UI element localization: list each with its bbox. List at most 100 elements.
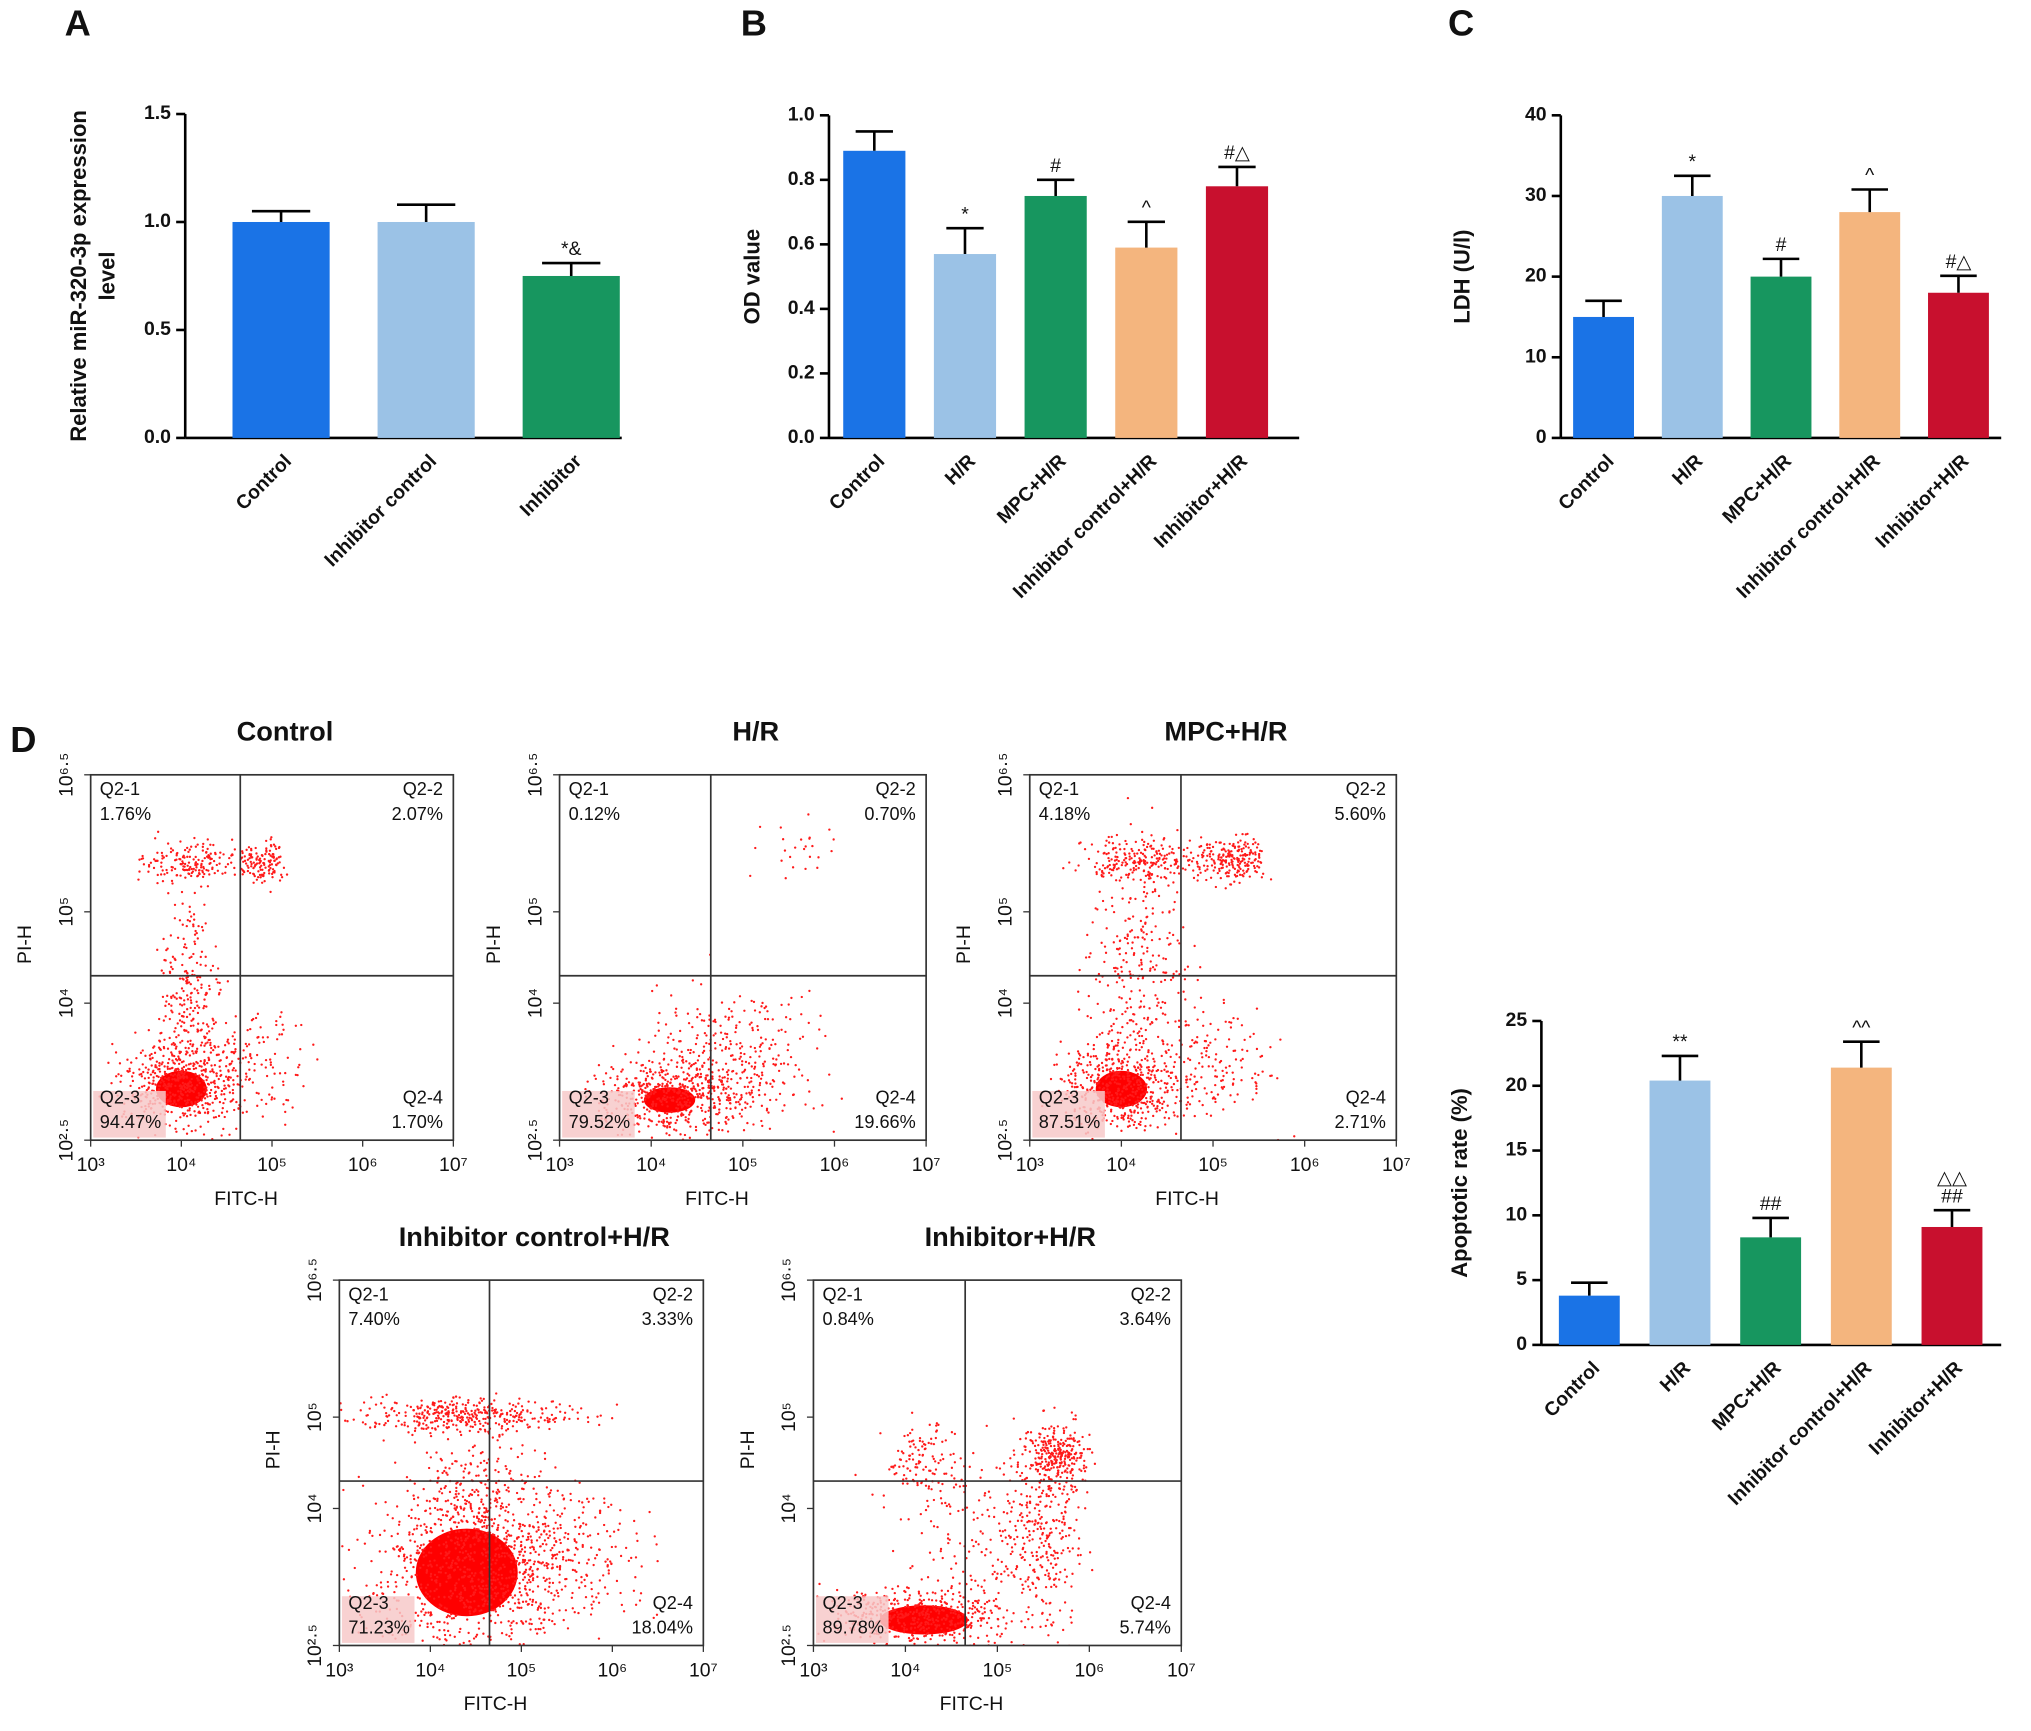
event-dot xyxy=(696,1059,700,1062)
event-dot xyxy=(195,1077,199,1080)
event-dot xyxy=(179,1116,182,1119)
event-dot xyxy=(689,1051,692,1055)
event-dot xyxy=(630,1556,633,1560)
event-dot xyxy=(1136,1103,1140,1106)
event-dot xyxy=(435,1588,438,1591)
event-dot xyxy=(725,1036,728,1039)
event-dot xyxy=(455,1415,459,1418)
event-dot xyxy=(435,1419,439,1422)
event-dot xyxy=(1209,876,1213,879)
event-dot xyxy=(1255,1091,1258,1095)
event-dot xyxy=(1118,1075,1121,1078)
event-dot xyxy=(1146,1016,1150,1019)
event-dot xyxy=(192,1017,195,1020)
event-dot xyxy=(552,1509,556,1512)
event-dot xyxy=(504,1598,508,1601)
event-dot xyxy=(575,1579,578,1582)
event-dot xyxy=(694,1061,697,1065)
event-dot xyxy=(216,1053,219,1056)
event-dot xyxy=(547,1606,550,1609)
event-dot xyxy=(198,1074,201,1077)
event-dot xyxy=(179,1003,182,1006)
event-dot xyxy=(1178,942,1181,945)
event-dot xyxy=(156,873,159,877)
event-dot xyxy=(1169,978,1173,982)
event-dot xyxy=(521,1523,525,1527)
event-dot xyxy=(160,1031,163,1035)
event-dot xyxy=(189,996,192,999)
event-dot xyxy=(1134,897,1137,901)
event-dot xyxy=(1138,1030,1141,1033)
event-dot xyxy=(1120,1129,1123,1133)
event-dot xyxy=(807,813,810,816)
event-dot xyxy=(1133,1111,1136,1114)
event-dot xyxy=(430,1578,434,1581)
event-dot xyxy=(265,847,268,850)
event-dot xyxy=(1261,872,1265,875)
event-dot xyxy=(706,1133,709,1136)
event-dot xyxy=(169,1103,173,1106)
event-dot xyxy=(192,1067,196,1071)
event-dot xyxy=(518,1587,521,1590)
event-dot xyxy=(1139,1080,1142,1084)
event-dot xyxy=(244,1072,248,1075)
event-dot xyxy=(641,1089,644,1092)
event-dot xyxy=(1146,1055,1149,1058)
event-dot xyxy=(738,1112,742,1115)
event-dot xyxy=(1160,864,1163,867)
event-dot xyxy=(429,1575,432,1578)
event-dot xyxy=(218,1065,221,1068)
event-dot xyxy=(426,1625,429,1629)
event-dot xyxy=(1140,963,1143,966)
y-tick-label: 10²·⁵ xyxy=(524,1119,546,1162)
event-dot xyxy=(462,1601,466,1605)
event-dot xyxy=(1198,1062,1201,1065)
event-dot xyxy=(1239,867,1242,871)
event-dot xyxy=(413,1420,416,1423)
event-dot xyxy=(1139,1073,1142,1077)
event-dot xyxy=(726,1080,729,1083)
event-dot xyxy=(1120,876,1123,879)
event-dot xyxy=(1055,1053,1058,1056)
event-dot xyxy=(540,1407,543,1410)
event-dot xyxy=(180,890,184,894)
event-dot xyxy=(1140,967,1143,971)
event-dot xyxy=(491,1650,493,1652)
event-dot xyxy=(562,1618,565,1622)
event-dot xyxy=(161,869,164,872)
event-dot xyxy=(1098,890,1101,893)
event-dot xyxy=(189,1081,193,1084)
event-dot xyxy=(662,1124,665,1127)
event-dot xyxy=(1111,1069,1115,1073)
event-dot xyxy=(1161,1012,1165,1015)
event-dot xyxy=(1214,1038,1217,1041)
event-dot xyxy=(502,1587,505,1590)
event-dot xyxy=(590,1587,593,1591)
event-dot xyxy=(531,1579,535,1582)
event-dot xyxy=(208,1091,212,1095)
event-dot xyxy=(548,1420,551,1423)
event-dot xyxy=(1177,846,1181,850)
event-dot xyxy=(166,842,170,845)
bar xyxy=(1024,195,1087,438)
event-dot xyxy=(1144,1090,1147,1093)
event-dot xyxy=(680,1066,683,1069)
event-dot xyxy=(1172,908,1175,911)
event-dot xyxy=(1243,1038,1246,1042)
event-dot xyxy=(683,1133,687,1137)
event-dot xyxy=(699,1106,703,1110)
event-dot xyxy=(573,1611,576,1614)
event-dot xyxy=(680,1094,683,1097)
event-dot xyxy=(227,1075,231,1079)
event-dot xyxy=(459,1568,462,1571)
event-dot xyxy=(550,1567,554,1570)
event-dot xyxy=(443,1595,446,1599)
event-dot xyxy=(529,1580,532,1584)
event-dot xyxy=(757,1089,761,1092)
event-dot xyxy=(1091,1086,1094,1089)
event-dot xyxy=(463,1588,467,1592)
event-dot xyxy=(203,1035,206,1038)
event-dot xyxy=(204,955,207,959)
event-dot xyxy=(558,1573,561,1576)
quadrant-percent: 0.70% xyxy=(864,804,915,824)
